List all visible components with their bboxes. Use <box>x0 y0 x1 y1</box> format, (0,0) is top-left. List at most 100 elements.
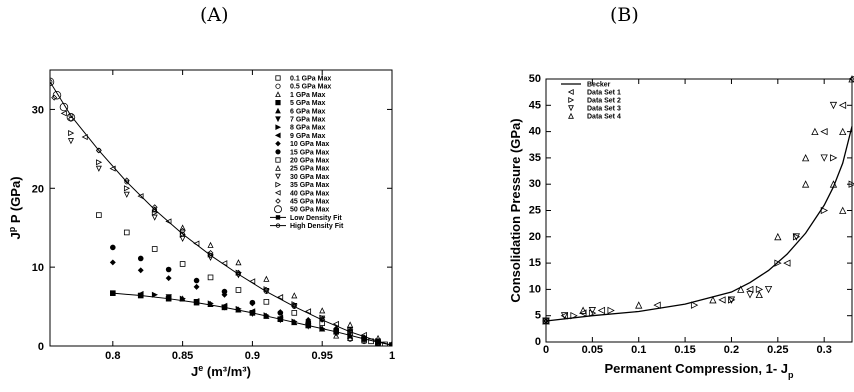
legend-label-a: 15 GPa Max <box>290 149 329 156</box>
legend-marker-a <box>275 173 281 180</box>
data-point-b <box>792 233 801 241</box>
data-point-a <box>138 293 144 298</box>
legend-marker-b <box>568 105 574 112</box>
data-point-a <box>375 338 381 344</box>
data-point-a <box>123 229 130 236</box>
data-point-a <box>333 329 339 335</box>
data-point-b <box>774 259 782 267</box>
data-point-b <box>811 127 819 136</box>
legend-marker-b <box>567 89 574 95</box>
data-point-a <box>96 148 102 153</box>
data-point-a <box>194 300 199 306</box>
data-point-a <box>221 288 228 295</box>
panel-a-label: (A) <box>200 4 229 26</box>
legend-label-a: 30 GPa Max <box>290 174 329 181</box>
data-point-a <box>52 90 62 100</box>
data-point-a <box>263 287 270 293</box>
data-point-a <box>291 310 298 316</box>
y-tick-label-b: 0 <box>535 336 541 348</box>
y-axis-label-a: Jp P (GPa) <box>7 176 23 239</box>
legend-label-a: 50 GPa Max <box>290 207 329 214</box>
data-point-b <box>830 154 838 162</box>
data-point-b <box>727 296 736 304</box>
y-tick-label-a: 20 <box>32 183 44 195</box>
data-point-b <box>690 301 699 309</box>
legend-marker-a <box>275 215 281 220</box>
data-point-b <box>783 259 791 267</box>
data-point-b <box>792 233 801 241</box>
data-point-a <box>263 289 269 294</box>
data-point-b <box>542 317 550 325</box>
data-point-a <box>179 224 186 231</box>
legend-label-b: Data Set 2 <box>587 98 621 105</box>
x-tick-label-b: 0.15 <box>674 344 695 356</box>
data-point-a <box>109 259 116 266</box>
data-point-b <box>829 180 838 188</box>
data-point-a <box>50 77 55 87</box>
data-point-b <box>709 296 717 304</box>
data-point-b <box>774 232 782 241</box>
data-point-a <box>165 218 172 225</box>
data-point-a <box>165 266 172 273</box>
data-point-b <box>560 312 569 320</box>
x-tick-label-b: 0.05 <box>582 344 603 356</box>
data-point-a <box>263 299 270 305</box>
data-point-b <box>839 206 847 214</box>
legend-marker-a <box>275 91 281 97</box>
data-point-a <box>179 261 186 267</box>
data-point-b <box>746 285 754 294</box>
legend-marker-a <box>275 124 282 131</box>
data-point-b <box>607 306 615 315</box>
data-point-b <box>820 127 828 136</box>
data-point-b <box>588 309 597 317</box>
data-point-a <box>347 321 354 328</box>
data-point-b <box>570 312 578 320</box>
legend-marker-a <box>275 140 281 147</box>
data-point-a <box>95 165 102 172</box>
legend-label-a: 0.5 GPa Max <box>290 84 331 91</box>
data-point-a <box>291 292 298 299</box>
panel-b-label: (B) <box>610 4 639 26</box>
data-point-a <box>193 283 200 290</box>
data-point-b <box>820 154 828 162</box>
data-point-a <box>123 185 131 192</box>
legend-label-a: 25 GPa Max <box>290 166 329 173</box>
legend-label-a: Low Density Fit <box>290 215 342 222</box>
data-point-a <box>137 267 144 274</box>
legend-label-b: Becker <box>587 82 611 89</box>
x-tick-label-b: 0.25 <box>767 344 788 356</box>
y-tick-label-b: 40 <box>529 126 541 138</box>
legend-label-a: High Density Fit <box>290 223 344 230</box>
data-point-a <box>68 113 74 119</box>
data-point-b <box>746 291 754 299</box>
legend-marker-a <box>274 205 282 214</box>
data-point-b <box>839 127 847 136</box>
y-tick-label-b: 35 <box>529 152 541 164</box>
legend-marker-b <box>568 97 575 103</box>
panel-b-chart: 0 0.05 0.1 0.15 0.2 0.25 0.3 0 5 10 15 20 25 30 35 40 45… <box>508 73 854 380</box>
legend-label-a: 6 GPa Max <box>290 108 326 115</box>
data-point-b <box>588 307 597 315</box>
data-point-a <box>207 274 214 281</box>
legend-label-a: 9 GPa Max <box>290 133 326 140</box>
data-point-b <box>718 296 726 304</box>
data-point-a <box>179 227 186 234</box>
y-axis-label-b: Consolidation Pressure (GPa) <box>508 118 523 302</box>
data-point-a <box>137 193 144 200</box>
y-tick-label-b: 30 <box>529 178 541 190</box>
data-point-a <box>236 271 241 277</box>
data-point-a <box>319 317 325 323</box>
x-tick-label-b: 0.1 <box>631 344 646 356</box>
y-tick-label-b: 45 <box>529 99 541 111</box>
legend-marker-a <box>275 116 281 123</box>
data-point-a <box>68 130 75 137</box>
legend-label-a: 5 GPa Max <box>290 100 326 107</box>
legend-label-a: 7 GPa Max <box>290 117 326 124</box>
y-tick-label-a: 0 <box>38 341 44 353</box>
x-tick-label-a: 0.9 <box>245 350 260 362</box>
data-point-a <box>319 307 326 314</box>
data-point-a <box>151 246 158 252</box>
data-point-b <box>848 180 854 188</box>
legend-label-a: 10 GPa Max <box>290 141 329 148</box>
